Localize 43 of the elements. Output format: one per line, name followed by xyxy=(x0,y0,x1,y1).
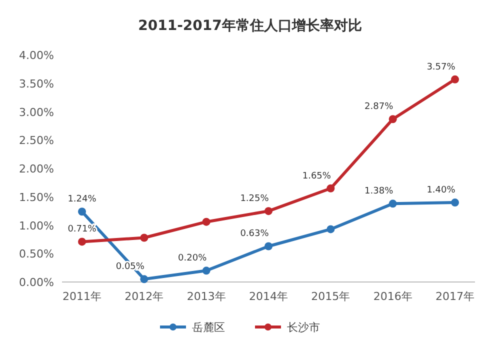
point xyxy=(451,198,459,207)
data-label: 1.25% xyxy=(240,194,270,204)
point xyxy=(202,266,210,275)
y-tick-label: 0.50% xyxy=(19,248,54,261)
y-tick-label: 3.00% xyxy=(19,106,54,119)
x-tick-label: 2013年 xyxy=(186,290,226,303)
y-tick-label: 2.00% xyxy=(19,162,54,176)
point xyxy=(264,207,272,216)
y-tick-label: 2.50% xyxy=(19,134,54,148)
x-tick-label: 2011年 xyxy=(62,290,102,303)
data-label: 3.57% xyxy=(426,62,456,72)
point xyxy=(78,238,86,246)
point xyxy=(451,75,459,84)
chart-title: 2011-2017年常住人口增长率对比 xyxy=(138,17,362,34)
data-label: 2.87% xyxy=(364,102,394,112)
point xyxy=(264,242,272,250)
x-tick-label: 2012年 xyxy=(124,290,164,303)
point xyxy=(388,200,397,208)
y-tick-label: 1.50% xyxy=(19,190,54,204)
data-label: 0.71% xyxy=(68,224,97,235)
point xyxy=(78,208,86,216)
y-tick-label: 3.50% xyxy=(19,77,54,90)
data-label: 0.63% xyxy=(240,229,270,240)
point xyxy=(140,275,148,284)
legend-label: 岳麓区 xyxy=(192,321,225,334)
legend-label: 长沙市 xyxy=(287,321,320,334)
data-label: 1.24% xyxy=(68,194,97,205)
y-tick-label: 0.00% xyxy=(19,276,54,289)
x-tick-label: 2015年 xyxy=(311,290,350,303)
data-label: 1.65% xyxy=(302,171,332,182)
point xyxy=(202,218,210,226)
point xyxy=(388,115,397,124)
data-label: 0.20% xyxy=(178,254,208,264)
x-tick-label: 2014年 xyxy=(249,290,288,303)
point xyxy=(326,225,335,234)
point xyxy=(140,234,148,242)
y-tick-label: 1.00% xyxy=(19,219,54,232)
y-tick-label: 4.00% xyxy=(19,49,54,62)
x-tick-label: 2017年 xyxy=(436,290,474,303)
data-label: 1.40% xyxy=(426,186,456,196)
data-label: 1.38% xyxy=(364,186,394,197)
x-tick-label: 2016年 xyxy=(373,290,412,303)
point xyxy=(326,184,335,192)
